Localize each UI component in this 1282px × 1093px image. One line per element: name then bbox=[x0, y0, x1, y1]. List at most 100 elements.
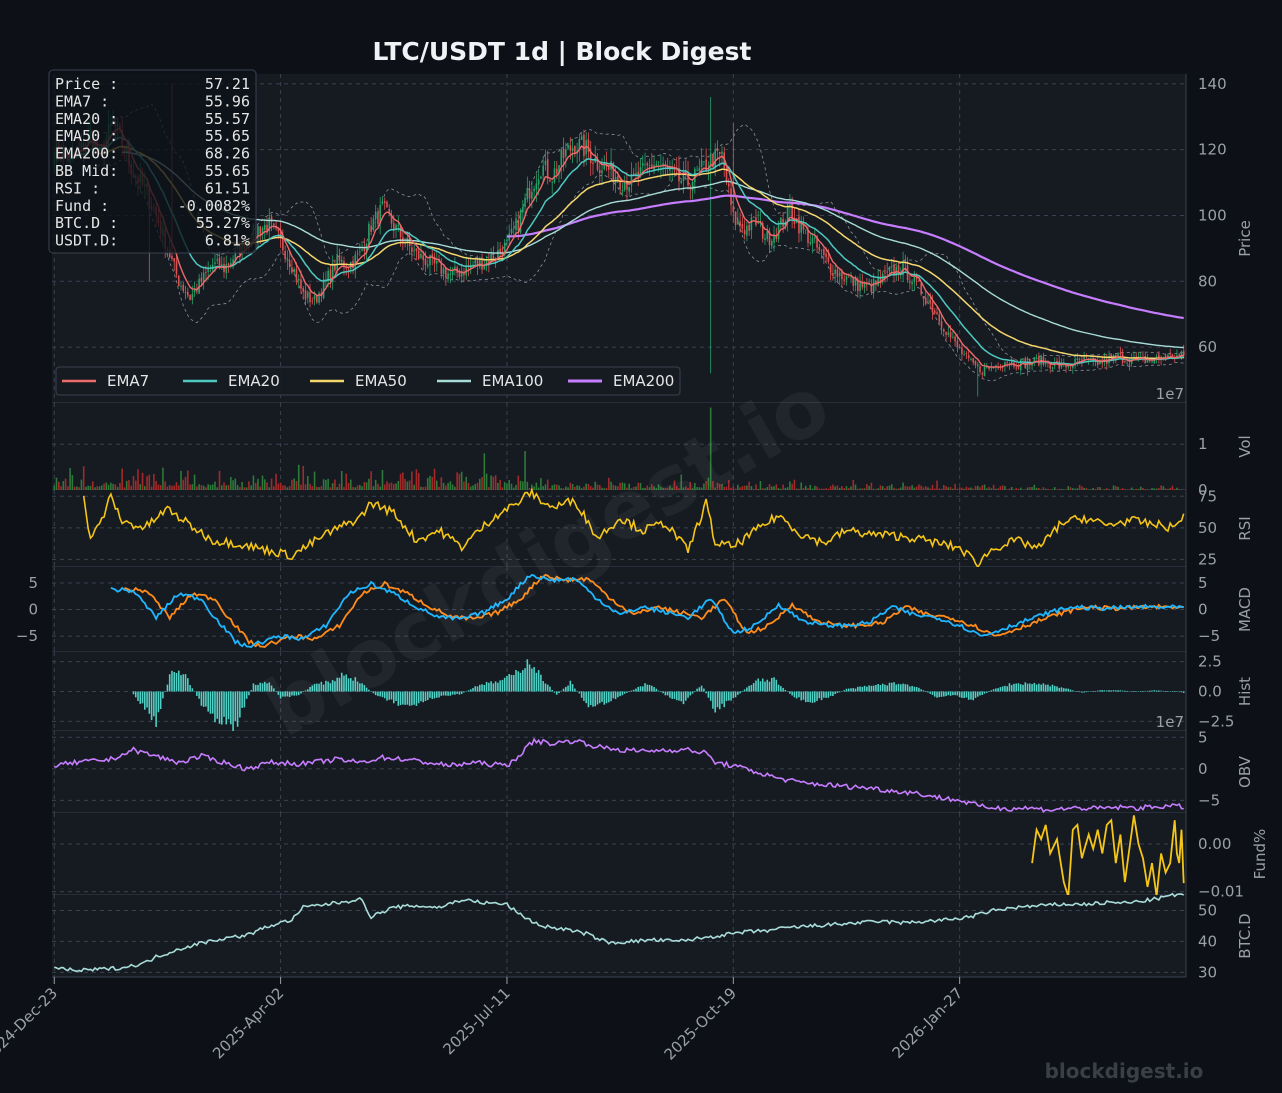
candle-body bbox=[1010, 360, 1013, 365]
histogram-bar bbox=[560, 690, 563, 692]
volume-bar bbox=[89, 485, 92, 490]
candle-body bbox=[1130, 359, 1133, 364]
volume-bar bbox=[214, 481, 216, 490]
histogram-bar bbox=[390, 691, 393, 700]
candle-body bbox=[954, 336, 956, 342]
histogram-ylabel: Hist bbox=[1236, 677, 1254, 706]
volume-bar bbox=[843, 488, 846, 490]
histogram-bar bbox=[254, 684, 257, 692]
volume-bar bbox=[574, 486, 576, 490]
candle-body bbox=[1162, 356, 1165, 358]
candle-body bbox=[528, 189, 531, 199]
candle-body bbox=[288, 260, 291, 267]
volume-bar bbox=[789, 481, 791, 490]
rsi-ytick-1: 50 bbox=[1198, 519, 1217, 537]
volume-bar bbox=[877, 488, 879, 490]
histogram-bar bbox=[300, 691, 302, 694]
candle-body bbox=[553, 168, 556, 182]
candle-body bbox=[540, 176, 542, 179]
histogram-bar bbox=[1017, 683, 1020, 692]
volume-bar bbox=[1164, 488, 1167, 490]
volume-bar bbox=[653, 486, 655, 490]
histogram-bar bbox=[517, 671, 520, 692]
histogram-bar bbox=[610, 691, 612, 702]
histogram-bar bbox=[888, 682, 891, 692]
histogram-bar bbox=[1117, 690, 1119, 692]
candle-body bbox=[827, 256, 830, 262]
histogram-bar bbox=[476, 686, 479, 692]
histogram-bar bbox=[737, 691, 739, 695]
candle-body bbox=[202, 272, 205, 282]
candle-body bbox=[981, 373, 984, 375]
candle-body bbox=[506, 239, 508, 242]
volume-bar bbox=[578, 485, 581, 490]
histogram-bar bbox=[205, 691, 207, 707]
histogram-bar bbox=[641, 686, 644, 692]
volume-bar bbox=[820, 488, 823, 490]
candle-body bbox=[587, 139, 590, 153]
volume-bar bbox=[223, 482, 225, 490]
candle-body bbox=[780, 217, 782, 224]
candle-body bbox=[363, 247, 366, 252]
volume-bar bbox=[485, 473, 488, 490]
info-label-0: Price : bbox=[55, 75, 118, 93]
volume-bar bbox=[958, 487, 961, 490]
volume-bar bbox=[209, 485, 212, 490]
histogram-bar bbox=[877, 684, 879, 692]
info-label-1: EMA7 : bbox=[55, 92, 109, 110]
volume-bar bbox=[182, 479, 185, 490]
volume-bar bbox=[691, 488, 694, 490]
volume-bar bbox=[1053, 487, 1056, 490]
volume-bar bbox=[952, 488, 954, 490]
volume-bar bbox=[542, 486, 544, 490]
volume-bar bbox=[929, 488, 932, 490]
volume-bar bbox=[737, 484, 739, 490]
volume-bar bbox=[947, 487, 950, 490]
candle-body bbox=[429, 255, 431, 266]
info-value-6: 61.51 bbox=[205, 179, 250, 197]
histogram-bar bbox=[334, 681, 336, 692]
volume-bar bbox=[807, 488, 809, 490]
volume-bar bbox=[657, 484, 660, 490]
histogram-bar bbox=[196, 691, 198, 696]
volume-bar bbox=[474, 484, 477, 490]
candle-body bbox=[859, 282, 861, 292]
histogram-bar bbox=[1101, 690, 1104, 692]
volume-bar bbox=[180, 470, 182, 490]
btc_dominance-panel bbox=[52, 895, 1186, 977]
histogram-bar bbox=[761, 678, 764, 692]
candle-body bbox=[1153, 359, 1156, 364]
volume-bar bbox=[1103, 489, 1106, 490]
volume-bar bbox=[592, 487, 594, 490]
volume-bar bbox=[411, 471, 413, 490]
obv-ytick-1: 0 bbox=[1198, 760, 1208, 778]
volume-bar bbox=[1085, 488, 1088, 490]
volume-bar bbox=[562, 488, 565, 490]
histogram-bar bbox=[884, 684, 886, 692]
candle-body bbox=[1124, 361, 1126, 363]
candle-body bbox=[698, 167, 701, 172]
candle-body bbox=[440, 261, 443, 275]
histogram-bar bbox=[1085, 691, 1088, 693]
histogram-bar bbox=[886, 685, 889, 692]
histogram-bar bbox=[752, 683, 755, 692]
histogram-bar bbox=[1022, 684, 1024, 692]
volume-bar bbox=[451, 484, 454, 490]
candle-body bbox=[422, 255, 425, 261]
volume-bar bbox=[1137, 488, 1140, 490]
histogram-bar bbox=[533, 667, 535, 692]
volume-bar bbox=[377, 483, 379, 490]
histogram-bar bbox=[168, 674, 171, 692]
candle-body bbox=[522, 206, 524, 213]
histogram-bar bbox=[1087, 691, 1090, 692]
candle-body bbox=[623, 182, 626, 190]
volume-bar bbox=[85, 486, 87, 490]
volume-bar bbox=[569, 482, 572, 490]
histogram-bar bbox=[947, 691, 950, 696]
candle-body bbox=[641, 163, 644, 166]
candle-body bbox=[1164, 355, 1167, 360]
candle-body bbox=[1022, 359, 1024, 361]
candle-body bbox=[1078, 358, 1081, 360]
candle-body bbox=[938, 314, 941, 322]
volume-bar bbox=[356, 485, 359, 490]
